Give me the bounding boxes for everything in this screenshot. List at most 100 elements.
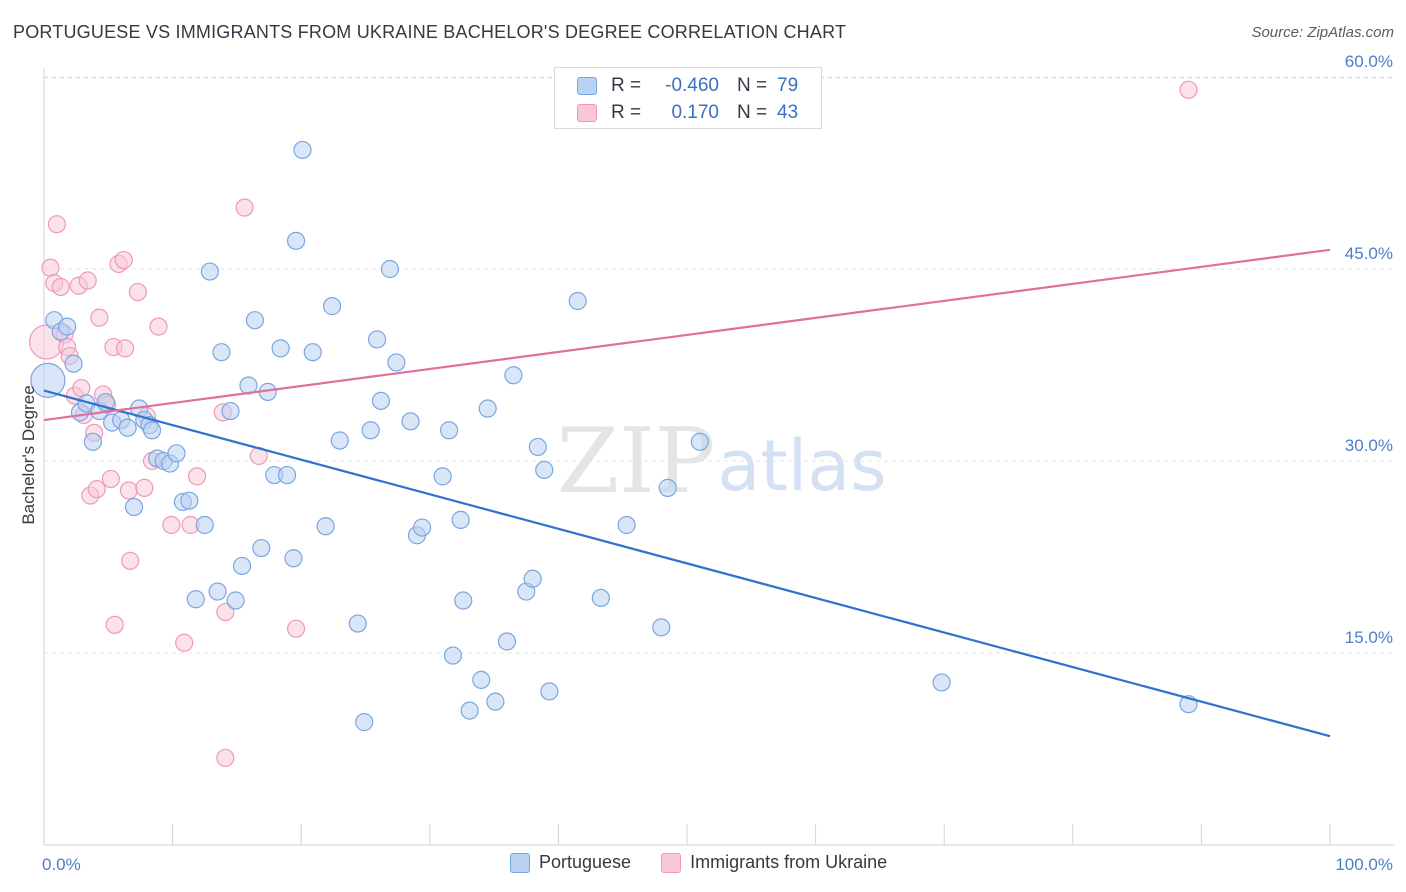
portuguese-point <box>478 399 497 418</box>
ukraine-trend-line <box>43 248 1331 422</box>
portuguese-point <box>208 582 227 601</box>
portuguese-point <box>284 549 303 568</box>
portuguese-point <box>142 421 162 440</box>
portuguese-point <box>401 412 420 431</box>
ukraine-point <box>47 215 66 234</box>
r-value: -0.460 <box>665 75 719 96</box>
portuguese-point <box>186 590 205 609</box>
legend-item-ukraine: Immigrants from Ukraine <box>661 852 887 873</box>
watermark-zip: ZIP <box>557 409 716 514</box>
portuguese-point <box>504 366 523 385</box>
r-label: R = <box>611 75 642 96</box>
x-tick-label: 0.0% <box>42 855 81 874</box>
ukraine-point <box>78 271 97 290</box>
x-tick-label: 100.0% <box>1335 855 1393 874</box>
chart-source: Source: ZipAtlas.com <box>1251 24 1394 41</box>
portuguese-point <box>451 510 470 529</box>
ukraine-point <box>175 633 194 652</box>
portuguese-point <box>617 515 636 535</box>
ukraine-point <box>41 258 60 277</box>
legend-row-portuguese: R = -0.460 N = 79 <box>577 73 798 99</box>
portuguese-point <box>330 431 349 450</box>
trend-lines <box>43 248 1331 738</box>
tick-labels: 15.0% 30.0% 45.0% 60.0% 0.0% 100.0% <box>42 52 1393 874</box>
legend-label: Portuguese <box>539 852 632 872</box>
portuguese-point <box>286 231 306 250</box>
portuguese-point <box>58 317 77 336</box>
ukraine-swatch <box>661 852 682 873</box>
portuguese-point <box>124 497 144 517</box>
n-label: N = <box>737 102 768 123</box>
n-value: 43 <box>777 102 799 123</box>
r-value: 0.170 <box>671 102 719 123</box>
portuguese-point <box>271 339 290 358</box>
ukraine-point <box>286 619 306 638</box>
y-tick-label: 60.0% <box>1345 52 1393 71</box>
portuguese-trend-line <box>43 389 1331 738</box>
portuguese-point <box>221 401 240 421</box>
portuguese-point <box>30 362 66 398</box>
ukraine-point <box>235 198 254 217</box>
chart-title: PORTUGUESE VS IMMIGRANTS FROM UKRAINE BA… <box>13 22 847 42</box>
ukraine-point <box>119 481 138 500</box>
portuguese-point <box>380 259 400 279</box>
y-axis-label: Bachelor's Degree <box>19 385 38 524</box>
ukraine-point <box>128 282 147 302</box>
portuguese-point <box>180 491 199 510</box>
portuguese-point <box>200 262 219 281</box>
ukraine-point <box>72 378 91 398</box>
ukraine-point <box>121 551 140 570</box>
portuguese-point <box>348 614 367 633</box>
portuguese-point <box>371 391 391 410</box>
portuguese-point <box>412 518 432 537</box>
r-label: R = <box>611 102 642 123</box>
portuguese-point <box>83 432 102 451</box>
legend-label: Immigrants from Ukraine <box>690 852 888 872</box>
ukraine-point <box>115 339 135 358</box>
ukraine-swatch <box>577 104 597 122</box>
portuguese-point <box>387 353 406 372</box>
portuguese-point <box>568 291 587 311</box>
watermark: ZIP atlas <box>557 409 887 514</box>
portuguese-point <box>361 421 380 440</box>
portuguese-swatch <box>577 77 597 95</box>
portuguese-point <box>523 569 542 588</box>
portuguese-point <box>303 343 322 362</box>
portuguese-point <box>528 437 547 457</box>
portuguese-swatch <box>510 852 530 873</box>
portuguese-point <box>486 692 505 711</box>
ukraine-point <box>216 602 235 622</box>
ukraine-point <box>101 469 120 489</box>
watermark-atlas: atlas <box>717 425 886 507</box>
portuguese-point <box>252 538 271 558</box>
correlation-legend: R = -0.460 N = 79 R = 0.170 N = 43 <box>554 67 822 129</box>
series-legend: Portuguese Immigrants from Ukraine <box>510 852 917 873</box>
axis-layer <box>43 68 1394 846</box>
portuguese-point <box>232 556 252 576</box>
ukraine-point <box>87 480 106 499</box>
portuguese-point <box>64 354 83 373</box>
portuguese-point <box>322 297 342 316</box>
ukraine-point <box>51 277 70 297</box>
portuguese-point <box>460 701 479 720</box>
portuguese-point <box>277 465 297 485</box>
portuguese-point <box>195 515 214 535</box>
portuguese-point <box>245 311 265 330</box>
portuguese-point <box>472 670 491 689</box>
portuguese-point <box>690 432 709 451</box>
portuguese-point <box>540 682 559 701</box>
y-tick-label: 30.0% <box>1345 436 1393 455</box>
portuguese-point <box>226 591 245 610</box>
ukraine-point <box>149 317 168 336</box>
portuguese-point <box>932 673 951 692</box>
portuguese-point <box>591 588 610 608</box>
portuguese-point <box>355 713 374 732</box>
portuguese-point <box>658 478 677 497</box>
ukraine-point <box>187 467 207 486</box>
ukraine-point <box>1179 80 1198 99</box>
portuguese-point <box>167 444 186 463</box>
portuguese-point <box>443 646 463 665</box>
legend-row-ukraine: R = 0.170 N = 43 <box>577 100 798 126</box>
portuguese-point <box>535 460 554 480</box>
